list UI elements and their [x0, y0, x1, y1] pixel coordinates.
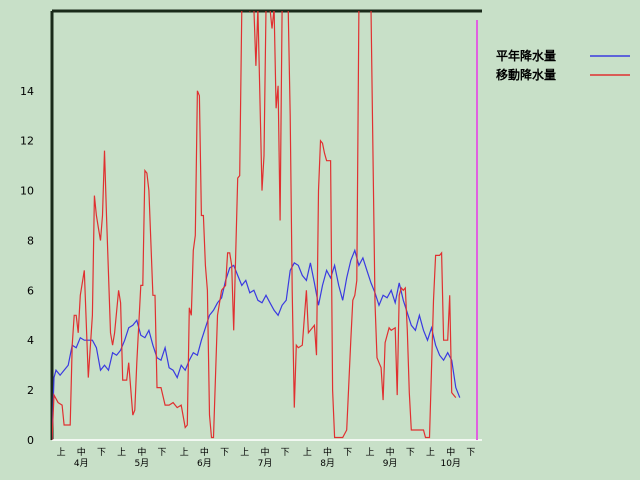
x-period-label: 中 — [386, 446, 395, 458]
x-period-label: 下 — [466, 448, 475, 458]
y-tick-label: 2 — [27, 384, 34, 397]
x-period-label: 中 — [323, 446, 332, 458]
x-period-label: 下 — [158, 448, 167, 458]
x-month-label: 8月 — [320, 458, 335, 469]
x-period-label: 上 — [365, 447, 374, 458]
y-tick-label: 12 — [20, 135, 34, 148]
x-period-label: 下 — [343, 448, 352, 458]
x-period-label: 下 — [220, 448, 229, 458]
x-tick-labels: 上中下4月上中下5月上中下6月上中下7月上中下8月上中下9月上中下10月 — [57, 446, 476, 469]
x-month-label: 5月 — [134, 458, 149, 469]
x-month-label: 6月 — [197, 458, 212, 469]
x-period-label: 上 — [117, 447, 126, 458]
series-line-1 — [52, 248, 461, 440]
x-month-label: 4月 — [74, 458, 89, 469]
y-tick-label: 0 — [27, 434, 34, 447]
axes — [50, 9, 482, 441]
legend-label-1: 平年降水量 — [496, 48, 556, 63]
y-tick-label: 4 — [27, 334, 34, 347]
x-period-label: 中 — [260, 446, 269, 458]
x-month-label: 10月 — [440, 458, 460, 469]
legend-label-2: 移動降水量 — [496, 67, 556, 82]
x-period-label: 上 — [240, 447, 249, 458]
x-period-label: 上 — [426, 447, 435, 458]
x-month-label: 9月 — [383, 458, 398, 469]
y-tick-label: 8 — [27, 234, 34, 247]
x-period-label: 上 — [57, 447, 66, 458]
series-line-2 — [52, 11, 457, 440]
x-period-label: 中 — [446, 446, 455, 458]
x-period-label: 中 — [137, 446, 146, 458]
x-period-label: 中 — [77, 446, 86, 458]
x-period-label: 上 — [180, 447, 189, 458]
y-tick-labels: 0 2 4 6 8 10 12 14 — [20, 85, 34, 447]
x-period-label: 上 — [303, 447, 312, 458]
series-lines — [52, 11, 461, 440]
y-tick-label: 6 — [27, 284, 34, 297]
x-month-label: 7月 — [258, 458, 273, 469]
x-period-label: 下 — [406, 448, 415, 458]
y-tick-label: 14 — [20, 85, 34, 98]
x-period-label: 下 — [281, 448, 290, 458]
x-period-label: 下 — [97, 448, 106, 458]
x-period-label: 中 — [200, 446, 209, 458]
y-tick-label: 10 — [20, 185, 34, 198]
